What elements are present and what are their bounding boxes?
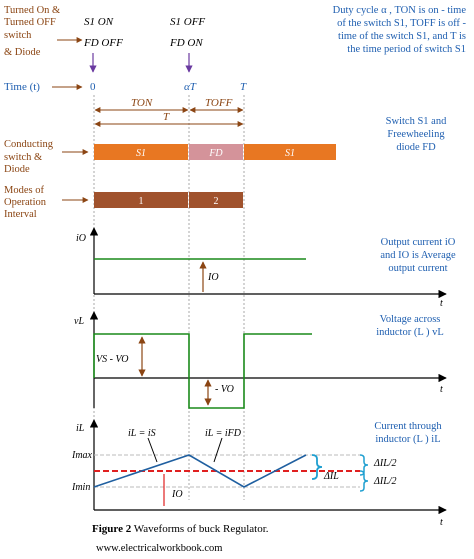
svg-text:Turned OFF: Turned OFF [4,17,56,28]
io-axis-label: iO [76,233,86,244]
ton-label: TON [131,97,153,109]
il-delta-half-upper: ΔIL/2 [373,458,397,469]
switch-fd-note: Switch S1 and Freewheeling diode FD [386,116,447,153]
conducting-label: Conducting switch & Diode [4,139,54,175]
il-delta-half-lower: ΔIL/2 [373,476,397,487]
svg-text:inductor (L ) vL: inductor (L ) vL [376,327,444,338]
vl-waveform [93,333,312,409]
time-label: Time (t) [4,81,40,93]
bar-s1-first-label: S1 [136,148,146,159]
time-alphaT: αT [184,81,197,93]
bar-s1-second-label: S1 [285,148,295,159]
il-delta-brace-full [311,454,323,480]
il-plot: iL t Imax Imin IO iL = iS iL = iFD ΔIL/2… [71,419,447,528]
il-axis-label: iL [76,423,85,434]
svg-text:& Diode: & Diode [4,47,41,58]
il-delta-brace-lower [359,470,369,492]
modes-label: Modes of Operation Interval [4,185,47,220]
svg-text:of the switch S1, TOFF is off: of the switch S1, TOFF is off - [337,18,466,29]
mode-bar-1-label: 1 [139,196,144,207]
il-avg-label: IO [171,489,183,500]
svg-text:Interval: Interval [4,209,37,220]
svg-text:Voltage across: Voltage across [380,314,441,325]
period-label: T [163,111,170,123]
svg-text:Switch S1 and: Switch S1 and [386,116,447,127]
footer-url: www.electricalworkbook.com [96,543,222,554]
svg-text:Turned On &: Turned On & [4,5,60,16]
il-delta-full: ΔIL [323,471,339,482]
bar-s1-first [94,144,188,160]
on-switch-state: S1 ON [84,16,114,28]
svg-text:Freewheeling: Freewheeling [387,129,445,140]
il-t-label: t [440,517,443,528]
mode-bar-2-label: 2 [214,196,219,207]
bar-fd [189,144,243,160]
time-zero: 0 [90,81,96,93]
il-ifd-label: iL = iFD [205,428,242,439]
vl-axis-label: vL [74,316,84,327]
top-states: S1 ON FD OFF S1 OFF FD ON [83,16,205,49]
output-current-note: Output current iO and IO is Average outp… [380,237,456,274]
vl-pos-label: VS - VO [96,354,128,365]
figure-caption: Figure 2 Waveforms of buck Regulator. [92,523,269,535]
svg-text:and IO is Average: and IO is Average [380,250,456,261]
time-T: T [240,81,247,93]
svg-text:output current: output current [388,263,447,274]
il-is-label: iL = iS [128,428,156,439]
il-ifd-pointer [213,437,223,463]
on-diode-state: FD OFF [83,37,123,49]
io-avg-label: IO [207,272,219,283]
bar-s1-second [244,144,336,160]
svg-text:Duty cycle α , TON is on - tim: Duty cycle α , TON is on - time [333,5,467,16]
off-switch-state: S1 OFF [170,16,205,28]
voltage-note: Voltage across inductor (L ) vL [376,314,444,338]
il-is-pointer [147,437,158,463]
io-t-label: t [440,298,443,309]
svg-text:switch &: switch & [4,152,42,163]
conducting-bars: S1 FD S1 [94,144,336,160]
svg-text:diode FD: diode FD [396,142,436,153]
vl-neg-label: - VO [215,384,234,395]
vl-t-label: t [440,384,443,395]
svg-text:the time period of switch S1: the time period of switch S1 [347,44,466,55]
current-note: Current through inductor (L ) iL [374,421,442,445]
vl-plot: vL t VS - VO - VO [74,311,447,409]
toff-label: TOFF [205,97,233,109]
svg-text:Modes of: Modes of [4,185,44,196]
svg-text:Operation: Operation [4,197,47,208]
mode-bar-1 [94,192,188,208]
svg-text:switch: switch [4,30,32,41]
mode-bar-2 [189,192,243,208]
svg-text:Conducting: Conducting [4,139,54,150]
svg-text:Diode: Diode [4,164,30,175]
duty-cycle-note: Duty cycle α , TON is on - time of the s… [333,5,467,55]
io-plot: iO t IO [76,227,447,309]
svg-text:Current through: Current through [374,421,442,432]
il-imin-label: Imin [71,482,90,493]
svg-text:Output current iO: Output current iO [381,237,456,248]
off-diode-state: FD ON [169,37,203,49]
bar-fd-label: FD [208,148,223,159]
svg-text:inductor (L ) iL: inductor (L ) iL [375,434,440,445]
il-imax-label: Imax [71,450,93,461]
svg-text:time of the switch S1, and T i: time of the switch S1, and T is [338,31,466,42]
switch-state-label: Turned On & Turned OFF switch & Diode [4,5,60,58]
il-waveform [93,454,307,488]
